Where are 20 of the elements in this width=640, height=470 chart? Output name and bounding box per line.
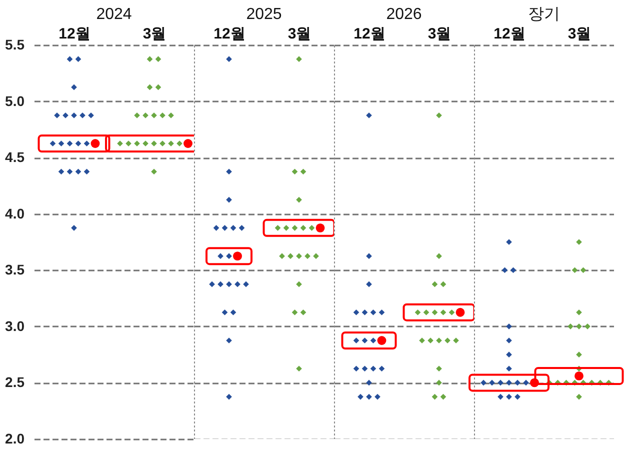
y-tick-label: 2.5 — [5, 374, 25, 390]
x-tick-label: 12월 — [354, 26, 386, 42]
y-tick-label: 4.5 — [5, 149, 25, 166]
x-tick-label: 12월 — [58, 26, 90, 42]
chart-title: 2026 — [386, 6, 422, 23]
x-tick-label: 3월 — [428, 26, 452, 42]
y-tick-label: 5.5 — [5, 36, 25, 52]
x-tick-label: 12월 — [494, 26, 526, 42]
x-tick-label: 3월 — [142, 26, 166, 42]
chart-title: 장기 — [528, 6, 560, 23]
chart-title: 2024 — [96, 6, 132, 23]
y-tick-label: 3.0 — [5, 318, 25, 334]
x-tick-label: 12월 — [214, 26, 246, 42]
y-tick-label: 2.0 — [5, 430, 25, 446]
y-tick-label: 3.5 — [5, 262, 25, 278]
chart-title: 2025 — [246, 6, 282, 23]
x-tick-label: 3월 — [288, 26, 312, 42]
y-tick-label: 5.0 — [5, 92, 25, 109]
y-tick-label: 4.0 — [5, 205, 25, 222]
x-tick-label: 3월 — [568, 26, 592, 42]
